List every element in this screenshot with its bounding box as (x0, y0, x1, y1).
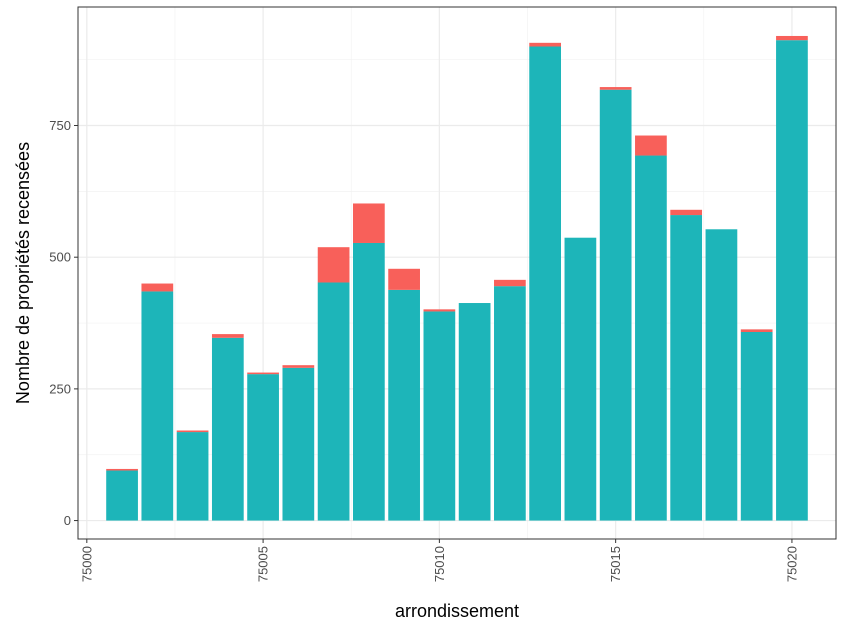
bar-segment-1 (529, 46, 562, 521)
bar-segment-2 (529, 42, 562, 47)
bar-segment-2 (176, 430, 209, 433)
bar-segment-2 (670, 209, 703, 216)
bar-segment-1 (776, 40, 808, 521)
bar-segment-1 (317, 282, 350, 521)
y-tick-label: 250 (49, 381, 71, 396)
bar-segment-2 (247, 372, 279, 375)
bar-segment-1 (458, 303, 491, 521)
bars (106, 35, 808, 521)
bar-segment-2 (494, 279, 526, 287)
bar-segment-2 (106, 468, 138, 471)
bar-segment-1 (388, 289, 420, 521)
x-tick-label: 75015 (608, 546, 623, 582)
bar-segment-2 (352, 203, 385, 243)
y-tick-label: 0 (64, 513, 71, 528)
bar-segment-1 (705, 229, 738, 521)
bar-segment-2 (141, 283, 174, 292)
x-axis-title: arrondissement (395, 601, 519, 621)
bar-segment-2 (211, 334, 244, 338)
bar-segment-1 (423, 311, 456, 521)
bar-segment-1 (635, 155, 667, 521)
y-axis-title: Nombre de propriétés recensées (13, 142, 33, 404)
bar-segment-1 (564, 237, 597, 521)
bar-segment-2 (776, 35, 808, 41)
x-tick-label: 75010 (432, 546, 447, 582)
y-axis-ticks: 0 250 500 750 (49, 118, 78, 528)
bar-segment-2 (282, 365, 315, 368)
bar-segment-2 (740, 329, 773, 332)
bar-segment-2 (635, 135, 667, 156)
bar-segment-2 (599, 87, 632, 90)
bar-segment-2 (317, 247, 350, 283)
y-tick-label: 750 (49, 118, 71, 133)
y-tick-label: 500 (49, 250, 71, 265)
bar-segment-1 (247, 374, 279, 521)
x-tick-label: 75000 (79, 546, 94, 582)
bar-segment-1 (599, 89, 632, 521)
plot-border (77, 6, 837, 540)
bar-segment-1 (494, 286, 526, 521)
bar-segment-1 (352, 242, 385, 521)
bar-segment-2 (423, 309, 456, 312)
x-tick-label: 75005 (256, 546, 271, 582)
x-tick-label: 75020 (784, 546, 799, 582)
bar-segment-2 (388, 268, 420, 290)
bar-segment-1 (176, 432, 209, 521)
bar-segment-1 (141, 291, 174, 521)
bar-segment-1 (211, 337, 244, 521)
bar-segment-1 (740, 331, 773, 521)
bar-segment-1 (670, 215, 703, 521)
x-axis-ticks: 75000 75005 75010 75015 75020 (79, 539, 799, 582)
bar-segment-1 (282, 367, 315, 521)
bar-segment-1 (106, 470, 138, 521)
